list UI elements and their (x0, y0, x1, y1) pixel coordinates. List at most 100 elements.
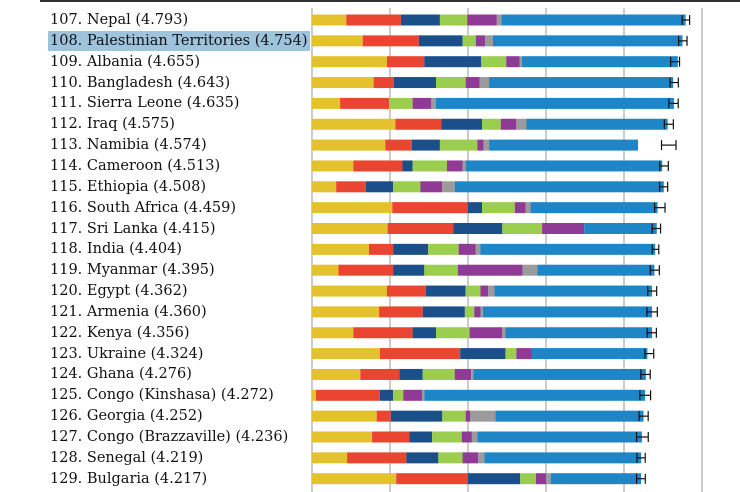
bar-segment-7 (492, 35, 683, 47)
bar-segment-1 (312, 327, 354, 339)
bar-segment-1 (312, 368, 361, 380)
bar-segment-5 (403, 389, 422, 401)
bar-segment-2 (336, 181, 366, 193)
bar-segment-2 (353, 327, 413, 339)
top-rule (40, 0, 740, 2)
bar-segment-5 (458, 243, 476, 255)
row-labels: 107. Nepal (4.793) 108. Palestinian Terri… (0, 0, 310, 492)
bar-segment-6 (516, 118, 527, 130)
bar-segment-5 (412, 97, 432, 109)
bar-segment-6 (475, 243, 481, 255)
bar-segment-1 (312, 348, 380, 360)
bar-segment-4 (462, 35, 476, 47)
bar-segment-6 (522, 264, 538, 276)
bar-segment-2 (368, 243, 394, 255)
bar-segment-2 (386, 56, 425, 68)
bar-segment-7 (489, 77, 674, 89)
bar-segment-2 (338, 264, 394, 276)
bar-segment-5 (465, 77, 480, 89)
bar-segment-4 (424, 264, 458, 276)
bar-segment-5 (477, 139, 484, 151)
bar-segment-2 (360, 368, 400, 380)
bar-segment-4 (464, 306, 475, 318)
bar-segment-6 (462, 160, 466, 172)
bar-segment-6 (502, 327, 506, 339)
bar-segment-1 (312, 223, 388, 234)
bar-segment-4 (481, 56, 507, 68)
bar-segment-4 (393, 181, 421, 193)
bar-segment-4 (412, 160, 447, 172)
row-label: 120. Egypt (4.362) (50, 283, 188, 300)
row-label: 117. Sri Lanka (4.415) (50, 220, 216, 237)
bar-segment-2 (395, 118, 442, 130)
bar-segment-1 (312, 181, 337, 193)
bar-segment-7 (473, 368, 646, 380)
bar-segment-3 (468, 473, 521, 485)
bar-segment-1 (312, 431, 373, 443)
bar-segment-6 (488, 285, 495, 297)
bar-segment-3 (393, 264, 425, 276)
bar-segment-3 (412, 327, 437, 339)
bar-segment-7 (495, 410, 644, 422)
bar-segment-3 (406, 452, 439, 464)
bar-segment-5 (467, 14, 497, 26)
bar-segment-3 (441, 118, 483, 130)
bar-segment-4 (505, 348, 517, 360)
bar-segment-5 (469, 327, 503, 339)
bar-segment-7 (505, 327, 653, 339)
bar-segment-6 (442, 181, 455, 193)
bar-segment-1 (312, 118, 396, 130)
bar-segment-6 (483, 139, 490, 151)
bar-segment-4 (438, 452, 463, 464)
bar-segment-3 (402, 160, 413, 172)
bar-segment-7 (494, 285, 653, 297)
bar-segment-6 (479, 77, 490, 89)
bar-segment-4 (520, 473, 536, 485)
bar-segment-5 (461, 431, 472, 443)
bar-segment-4 (436, 327, 470, 339)
row-label: 124. Ghana (4.276) (50, 366, 192, 383)
bar-segment-2 (362, 35, 419, 47)
bar-segment-5 (542, 223, 585, 234)
bar-segment-4 (439, 14, 468, 26)
bar-segment-1 (312, 14, 347, 26)
bar-segment-3 (393, 77, 437, 89)
bar-segment-6 (496, 14, 502, 26)
bar-segment-5 (454, 368, 472, 380)
bar-segment-4 (442, 410, 466, 422)
bar-segment-7 (480, 243, 656, 255)
bar-segment-1 (312, 97, 341, 109)
bar-segment-2 (353, 160, 403, 172)
bar-segment-2 (315, 389, 380, 401)
row-label: 114. Cameroon (4.513) (50, 157, 221, 174)
row-label: 118. India (4.404) (50, 241, 182, 258)
bar-segment-6 (471, 368, 474, 380)
bar-segment-4 (502, 223, 543, 234)
bar-segment-4 (482, 202, 515, 214)
bar-segment-3 (390, 410, 443, 422)
bar-segment-7 (482, 306, 653, 318)
bar-segment-1 (312, 285, 387, 297)
bar-segment-3 (411, 139, 440, 151)
bar-segment-7 (465, 160, 663, 172)
bar-segment-1 (312, 264, 339, 276)
row-label: 108. Palestinian Territories (4.754) (48, 30, 310, 51)
row-label: 128. Senegal (4.219) (50, 449, 204, 466)
bar-segment-1 (312, 202, 393, 214)
bar-segment-5 (462, 452, 479, 464)
bar-segment-7 (526, 118, 668, 130)
bar-segment-3 (424, 56, 482, 68)
bar-segment-2 (340, 97, 390, 109)
row-label: 126. Georgia (4.252) (50, 408, 203, 425)
bar-segment-5 (420, 181, 443, 193)
row-label: 109. Albania (4.655) (50, 53, 200, 70)
bar-segment-7 (531, 348, 648, 360)
bar-segment-1 (312, 410, 377, 422)
bar-segment-2 (346, 14, 401, 26)
bar-segment-6 (421, 389, 425, 401)
row-label: 119. Myanmar (4.395) (50, 262, 215, 279)
bar-segment-2 (376, 410, 391, 422)
bar-segment-5 (457, 264, 523, 276)
bar-segment-4 (428, 243, 459, 255)
